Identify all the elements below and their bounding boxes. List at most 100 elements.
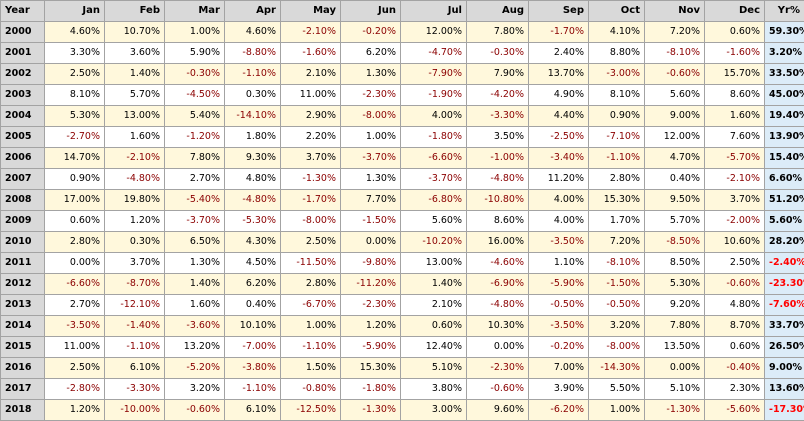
month-cell-oct: -8.00% xyxy=(588,336,645,358)
month-cell-aug: -4.80% xyxy=(466,294,529,316)
month-cell-jan: 2.50% xyxy=(44,357,105,379)
month-cell-feb: 5.70% xyxy=(104,84,165,106)
month-cell-oct: -14.30% xyxy=(588,357,645,379)
month-cell-oct: 1.70% xyxy=(588,210,645,232)
year-cell: 2017 xyxy=(0,378,45,400)
month-cell-jul: 1.40% xyxy=(400,273,467,295)
year-cell: 2016 xyxy=(0,357,45,379)
month-cell-dec: 4.80% xyxy=(704,294,765,316)
month-cell-oct: 15.30% xyxy=(588,189,645,211)
year-cell: 2013 xyxy=(0,294,45,316)
month-cell-sep: -3.40% xyxy=(528,147,589,169)
year-cell: 2018 xyxy=(0,399,45,421)
month-cell-jul: -3.70% xyxy=(400,168,467,190)
month-cell-dec: 15.70% xyxy=(704,63,765,85)
month-cell-jul: 2.10% xyxy=(400,294,467,316)
yearly-total-cell: 51.20% xyxy=(764,189,804,211)
month-cell-dec: 1.60% xyxy=(704,105,765,127)
month-cell-sep: 11.20% xyxy=(528,168,589,190)
table-row: 2006 14.70% -2.10% 7.80% 9.30% 3.70% -3.70% -6.… xyxy=(0,147,804,169)
header-jul: Jul xyxy=(400,0,467,22)
month-cell-mar: 3.20% xyxy=(164,378,225,400)
month-cell-mar: 5.40% xyxy=(164,105,225,127)
month-cell-mar: 1.30% xyxy=(164,252,225,274)
month-cell-mar: 13.20% xyxy=(164,336,225,358)
month-cell-may: -2.10% xyxy=(280,21,341,43)
month-cell-oct: 2.80% xyxy=(588,168,645,190)
month-cell-dec: 3.70% xyxy=(704,189,765,211)
month-cell-apr: -1.10% xyxy=(224,378,281,400)
month-cell-feb: 19.80% xyxy=(104,189,165,211)
month-cell-mar: 5.90% xyxy=(164,42,225,64)
table-body: 2000 4.60% 10.70% 1.00% 4.60% -2.10% -0.20% 12.… xyxy=(0,21,804,421)
month-cell-oct: -1.50% xyxy=(588,273,645,295)
month-cell-jan: 0.00% xyxy=(44,252,105,274)
month-cell-aug: 9.60% xyxy=(466,399,529,421)
month-cell-mar: -3.70% xyxy=(164,210,225,232)
month-cell-mar: 6.50% xyxy=(164,231,225,253)
month-cell-nov: 5.30% xyxy=(644,273,705,295)
month-cell-sep: 4.00% xyxy=(528,189,589,211)
month-cell-feb: 1.40% xyxy=(104,63,165,85)
month-cell-aug: -4.80% xyxy=(466,168,529,190)
month-cell-aug: -3.30% xyxy=(466,105,529,127)
month-cell-feb: 10.70% xyxy=(104,21,165,43)
header-may: May xyxy=(280,0,341,22)
month-cell-aug: 3.50% xyxy=(466,126,529,148)
month-cell-aug: 0.00% xyxy=(466,336,529,358)
table-row: 2004 5.30% 13.00% 5.40% -14.10% 2.90% -8.00% 4.… xyxy=(0,105,804,127)
month-cell-aug: -10.80% xyxy=(466,189,529,211)
month-cell-apr: -4.80% xyxy=(224,189,281,211)
month-cell-mar: -5.40% xyxy=(164,189,225,211)
month-cell-apr: 4.50% xyxy=(224,252,281,274)
month-cell-sep: 4.40% xyxy=(528,105,589,127)
month-cell-nov: -1.30% xyxy=(644,399,705,421)
table-row: 2013 2.70% -12.10% 1.60% 0.40% -6.70% -2.30% 2.… xyxy=(0,294,804,316)
month-cell-nov: 4.70% xyxy=(644,147,705,169)
month-cell-nov: 0.40% xyxy=(644,168,705,190)
month-cell-jul: 3.00% xyxy=(400,399,467,421)
table-row: 2009 0.60% 1.20% -3.70% -5.30% -8.00% -1.50% 5.… xyxy=(0,210,804,232)
month-cell-apr: 6.10% xyxy=(224,399,281,421)
month-cell-jul: 0.60% xyxy=(400,315,467,337)
month-cell-aug: 8.60% xyxy=(466,210,529,232)
table-row: 2010 2.80% 0.30% 6.50% 4.30% 2.50% 0.00% -10.20… xyxy=(0,231,804,253)
month-cell-apr: 10.10% xyxy=(224,315,281,337)
month-cell-nov: 0.00% xyxy=(644,357,705,379)
table-row: 2005 -2.70% 1.60% -1.20% 1.80% 2.20% 1.00% -1.8… xyxy=(0,126,804,148)
table-row: 2007 0.90% -4.80% 2.70% 4.80% -1.30% 1.30% -3.7… xyxy=(0,168,804,190)
yearly-total-cell: 13.60% xyxy=(764,378,804,400)
month-cell-mar: 1.00% xyxy=(164,21,225,43)
table-row: 2016 2.50% 6.10% -5.20% -3.80% 1.50% 15.30% 5.1… xyxy=(0,357,804,379)
month-cell-jun: -1.50% xyxy=(340,210,401,232)
month-cell-apr: 1.80% xyxy=(224,126,281,148)
month-cell-jul: 12.00% xyxy=(400,21,467,43)
month-cell-jan: 0.60% xyxy=(44,210,105,232)
month-cell-apr: -14.10% xyxy=(224,105,281,127)
month-cell-nov: 9.00% xyxy=(644,105,705,127)
month-cell-jun: -1.80% xyxy=(340,378,401,400)
month-cell-jun: -11.20% xyxy=(340,273,401,295)
year-cell: 2007 xyxy=(0,168,45,190)
month-cell-feb: -10.00% xyxy=(104,399,165,421)
month-cell-oct: 5.50% xyxy=(588,378,645,400)
month-cell-jun: 7.70% xyxy=(340,189,401,211)
month-cell-jul: 3.80% xyxy=(400,378,467,400)
year-cell: 2011 xyxy=(0,252,45,274)
yearly-total-cell: 13.90% xyxy=(764,126,804,148)
yearly-total-cell: 15.40% xyxy=(764,147,804,169)
month-cell-jul: 5.10% xyxy=(400,357,467,379)
month-cell-jan: -2.70% xyxy=(44,126,105,148)
yearly-total-cell: 9.00% xyxy=(764,357,804,379)
month-cell-jan: 3.30% xyxy=(44,42,105,64)
month-cell-may: -1.10% xyxy=(280,336,341,358)
month-cell-feb: 13.00% xyxy=(104,105,165,127)
month-cell-jun: -8.00% xyxy=(340,105,401,127)
table-row: 2008 17.00% 19.80% -5.40% -4.80% -1.70% 7.70% -… xyxy=(0,189,804,211)
month-cell-jan: 4.60% xyxy=(44,21,105,43)
header-nov: Nov xyxy=(644,0,705,22)
header-row: Year Jan Feb Mar Apr May Jun Jul Aug Sep… xyxy=(0,0,804,22)
month-cell-may: 2.50% xyxy=(280,231,341,253)
month-cell-sep: 4.90% xyxy=(528,84,589,106)
table-row: 2012 -6.60% -8.70% 1.40% 6.20% 2.80% -11.20% 1.… xyxy=(0,273,804,295)
